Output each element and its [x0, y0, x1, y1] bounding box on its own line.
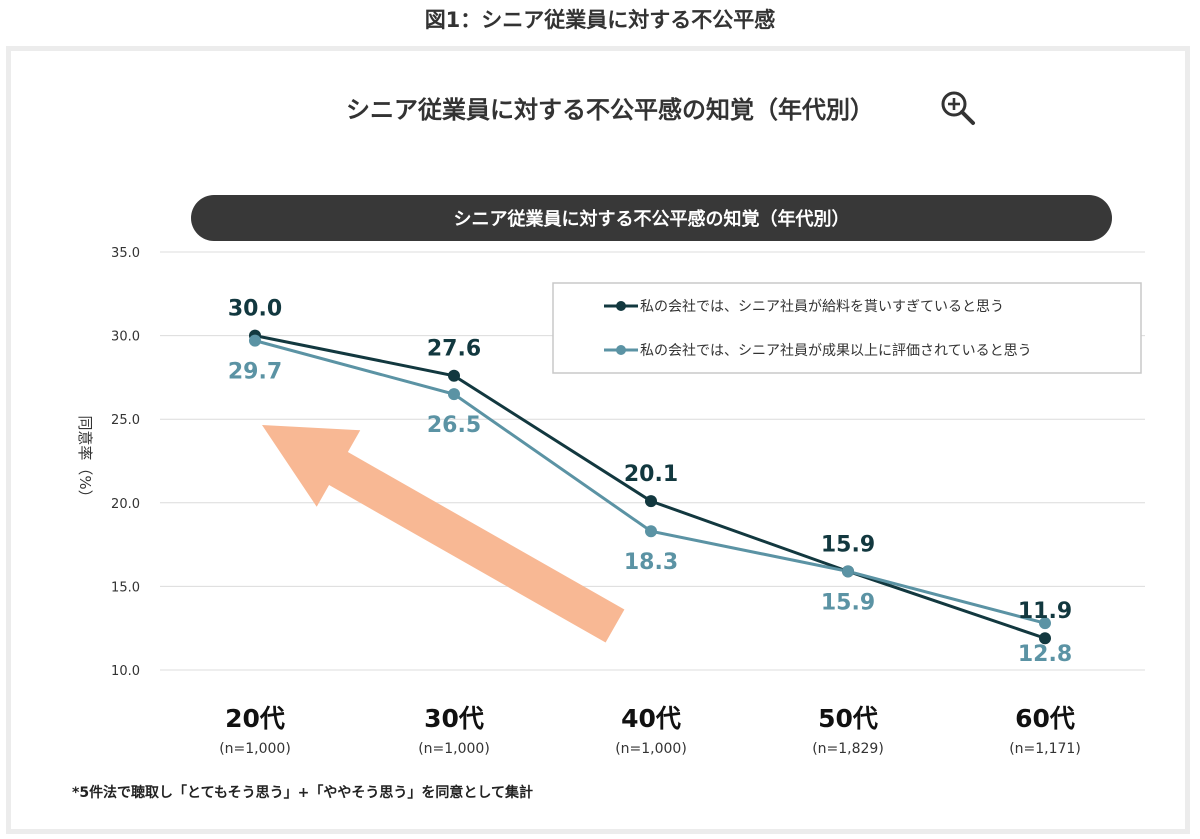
y-tick-label: 10.0 [111, 664, 140, 679]
y-tick-label: 25.0 [111, 413, 140, 428]
data-point [448, 369, 460, 382]
chart-title-pill: シニア従業員に対する不公平感の知覚（年代別） [191, 195, 1112, 241]
chart-panel [6, 46, 1190, 834]
x-category-label: 50代 [818, 704, 878, 733]
data-label: 11.9 [1018, 599, 1072, 624]
footnote: *5件法で聴取し「とてもそう思う」+「ややそう思う」を同意として集計 [72, 785, 533, 801]
legend-label: 私の会社では、シニア社員が給料を貰いすぎていると思う [640, 299, 1004, 315]
sample-size-label: (n=1,000) [615, 741, 687, 757]
data-label: 27.6 [427, 337, 481, 362]
trend-arrow [262, 425, 625, 643]
data-label: 20.1 [624, 462, 678, 487]
figure-caption: 図1：シニア従業員に対する不公平感 [424, 8, 776, 32]
y-axis-label: 同意率（%） [76, 415, 94, 504]
x-category-label: 60代 [1015, 704, 1075, 733]
sample-size-label: (n=1,829) [812, 741, 884, 757]
data-label: 12.8 [1018, 642, 1072, 667]
data-point [1039, 617, 1051, 630]
sample-size-label: (n=1,000) [219, 741, 291, 757]
x-category-label: 40代 [621, 704, 681, 733]
data-point [1039, 632, 1051, 645]
x-category-label: 20代 [225, 704, 285, 733]
data-point [448, 388, 460, 401]
data-point [842, 565, 854, 578]
y-tick-label: 30.0 [111, 330, 140, 345]
data-point [249, 334, 261, 347]
data-label: 29.7 [228, 360, 282, 385]
legend-marker [616, 301, 626, 311]
data-label: 30.0 [228, 297, 282, 322]
legend-marker [616, 345, 626, 355]
data-label: 15.9 [821, 590, 875, 615]
x-category-label: 30代 [424, 704, 484, 733]
y-tick-label: 15.0 [111, 580, 140, 595]
sample-size-label: (n=1,000) [418, 741, 490, 757]
legend-label: 私の会社では、シニア社員が成果以上に評価されていると思う [640, 343, 1032, 359]
data-label: 18.3 [624, 550, 678, 575]
sample-size-label: (n=1,171) [1009, 741, 1081, 757]
legend-box [552, 282, 1142, 374]
data-label: 26.5 [427, 413, 481, 438]
data-label: 15.9 [821, 532, 875, 557]
y-tick-label: 35.0 [111, 246, 140, 261]
data-point [645, 495, 657, 508]
data-point [645, 525, 657, 538]
main-title: シニア従業員に対する不公平感の知覚（年代別） [346, 96, 874, 124]
y-tick-label: 20.0 [111, 497, 140, 512]
zoom-in-icon[interactable] [938, 88, 978, 128]
